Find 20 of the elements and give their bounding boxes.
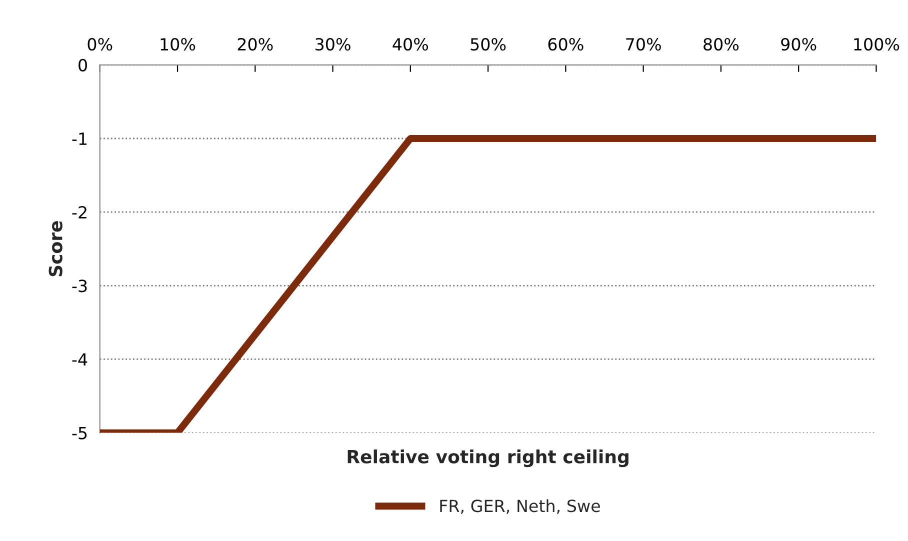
- x-axis-title: Relative voting right ceiling: [348, 449, 628, 468]
- x-tick-label: 100%: [854, 38, 900, 51]
- x-tick-label: 0%: [88, 38, 112, 51]
- y-tick-label: -2: [72, 206, 86, 218]
- y-tick-label: -3: [72, 280, 87, 292]
- x-tick-label: 30%: [316, 38, 350, 51]
- legend-label: FR, GER, Neth, Swe: [440, 499, 600, 514]
- y-tick-label: 0: [78, 58, 87, 72]
- x-tick-label: 60%: [548, 38, 584, 51]
- x-tick-label: 40%: [392, 38, 428, 51]
- y-axis-title: Score: [48, 221, 62, 276]
- x-tick-label: 50%: [470, 38, 506, 51]
- x-tick-label: 10%: [160, 38, 196, 51]
- y-tick-label: -4: [72, 353, 88, 366]
- y-tick-label: -1: [72, 132, 87, 145]
- x-tick-label: 80%: [704, 38, 739, 51]
- x-tick-label: 20%: [238, 38, 273, 51]
- y-tick-label: -5: [72, 426, 87, 440]
- x-tick-label: 90%: [781, 38, 816, 51]
- x-tick-label: 70%: [626, 38, 661, 51]
